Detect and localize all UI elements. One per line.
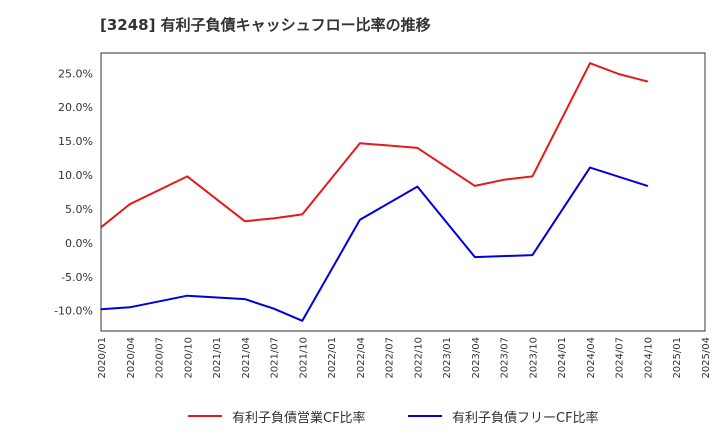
x-tick-label: 2021/01 <box>212 337 223 379</box>
x-tick-label: 2025/01 <box>672 337 683 379</box>
data-point-operating-cf <box>272 217 275 220</box>
series-line-free-cf <box>100 166 648 322</box>
y-axis-ticks: -10.0% -5.0% 0.0% 5.0% 10.0% 15.0% 20.0% 25.0% <box>54 67 93 317</box>
data-point-free-cf <box>589 166 591 169</box>
x-tick-label: 2020/10 <box>183 337 194 379</box>
data-point-free-cf <box>531 254 534 256</box>
legend-label-free-cf: 有利子負債フリーCF比率 <box>452 410 599 426</box>
legend: 有利子負債営業CF比率 有利子負債フリーCF比率 <box>0 404 720 428</box>
data-point-operating-cf <box>244 220 246 222</box>
plot-frame <box>100 52 706 332</box>
x-axis-ticks: 2020/01 2020/04 2020/07 2020/10 2021/01 2021/… <box>97 337 712 379</box>
chart-title: [3248] 有利子負債キャッシュフロー比率の推移 <box>100 16 431 34</box>
x-tick-label: 2022/04 <box>356 337 367 379</box>
x-tick-label: 2022/01 <box>327 337 338 379</box>
data-point-free-cf <box>416 185 419 188</box>
legend-swatch-free-cf <box>408 415 442 417</box>
data-point-operating-cf <box>416 147 419 149</box>
data-point-operating-cf <box>646 80 649 83</box>
data-point-free-cf <box>100 308 102 311</box>
x-tick-label: 2024/10 <box>643 337 654 379</box>
x-tick-label: 2023/01 <box>442 337 453 379</box>
x-tick-label: 2025/04 <box>701 337 712 379</box>
y-tick-label: 25.0% <box>58 67 93 80</box>
data-point-free-cf <box>244 298 246 300</box>
legend-swatch-operating-cf <box>188 415 222 417</box>
data-point-free-cf <box>359 219 361 221</box>
x-tick-label: 2020/01 <box>97 337 108 379</box>
data-point-free-cf <box>186 294 189 297</box>
data-point-operating-cf <box>531 175 534 178</box>
x-tick-label: 2022/07 <box>385 337 396 379</box>
series-lines <box>100 62 649 322</box>
y-tick-label: 10.0% <box>58 169 93 182</box>
data-point-operating-cf <box>474 185 476 187</box>
data-point-free-cf <box>272 307 275 310</box>
x-tick-label: 2024/01 <box>557 337 568 379</box>
data-point-operating-cf <box>100 226 102 229</box>
x-tick-label: 2021/07 <box>270 337 281 379</box>
y-tick-label: 15.0% <box>58 135 93 148</box>
legend-item-operating-cf: 有利子負債営業CF比率 <box>188 404 366 428</box>
data-point-operating-cf <box>186 175 189 178</box>
x-tick-label: 2024/07 <box>615 337 626 379</box>
x-tick-label: 2021/10 <box>298 337 309 379</box>
x-tick-label: 2022/10 <box>413 337 424 379</box>
data-point-operating-cf <box>359 142 361 144</box>
x-tick-label: 2023/04 <box>471 337 482 379</box>
data-point-operating-cf <box>589 62 591 64</box>
y-tick-label: 20.0% <box>58 101 93 114</box>
x-tick-label: 2023/10 <box>528 337 539 379</box>
series-line-operating-cf <box>100 62 648 229</box>
data-point-operating-cf <box>128 203 131 206</box>
y-tick-label: -10.0% <box>54 305 93 318</box>
data-point-free-cf <box>301 320 304 322</box>
data-point-free-cf <box>474 256 476 258</box>
data-point-free-cf <box>128 306 131 309</box>
data-point-operating-cf <box>301 213 304 216</box>
data-point-free-cf <box>646 185 649 187</box>
y-tick-label: 5.0% <box>65 203 93 216</box>
x-tick-label: 2021/04 <box>241 337 252 379</box>
y-tick-label: 0.0% <box>65 237 93 250</box>
axes <box>100 52 706 332</box>
y-tick-label: -5.0% <box>61 271 93 284</box>
legend-label-operating-cf: 有利子負債営業CF比率 <box>232 410 366 426</box>
legend-item-free-cf: 有利子負債フリーCF比率 <box>408 404 599 428</box>
x-tick-label: 2023/07 <box>500 337 511 379</box>
x-tick-label: 2020/07 <box>155 337 166 379</box>
x-tick-label: 2024/04 <box>586 337 597 379</box>
data-point-operating-cf <box>502 178 505 181</box>
data-point-operating-cf <box>617 73 620 75</box>
x-tick-label: 2020/04 <box>126 337 137 379</box>
